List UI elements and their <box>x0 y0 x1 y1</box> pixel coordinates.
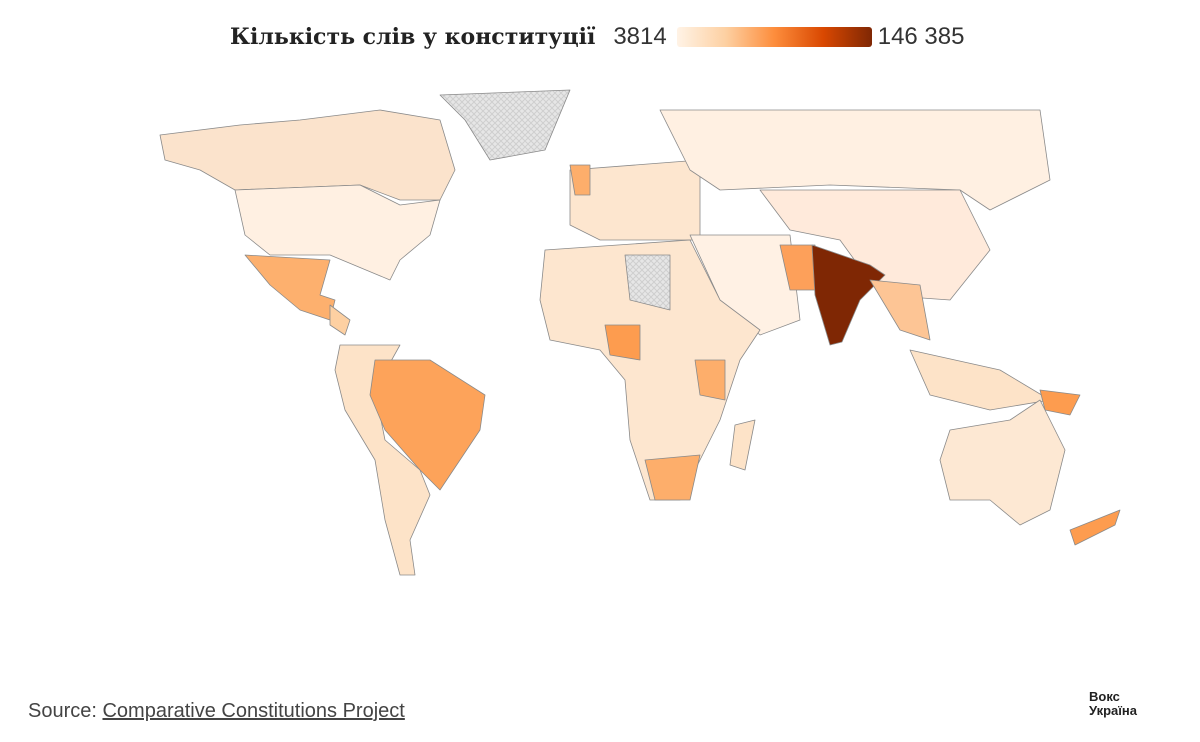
logo-line1: Вокс <box>1089 689 1120 704</box>
region-nigeria[interactable] <box>604 324 641 361</box>
region-usa[interactable] <box>234 184 441 281</box>
region-new-zealand[interactable] <box>1069 509 1121 546</box>
region-mexico[interactable] <box>244 254 336 321</box>
region-madagascar[interactable] <box>729 419 756 471</box>
region-brazil[interactable] <box>369 359 486 491</box>
region-uk[interactable] <box>569 164 591 196</box>
region-papua-new-guinea[interactable] <box>1039 389 1081 416</box>
vox-ukraine-logo: Вокс Україна <box>1089 690 1137 718</box>
region-australia[interactable] <box>939 399 1066 526</box>
world-choropleth-map <box>159 89 1121 576</box>
region-south-africa[interactable] <box>644 454 701 501</box>
source-link[interactable]: Comparative Constitutions Project <box>102 700 405 722</box>
color-legend: Кількість слів у конституції 3814 146 38… <box>230 22 964 52</box>
source-note: Source: Comparative Constitutions Projec… <box>28 700 405 723</box>
legend-max-label: 146 385 <box>877 23 965 50</box>
region-libya[interactable] <box>624 254 671 311</box>
region-southeast-asia[interactable] <box>869 279 931 341</box>
legend-min-label: 3814 <box>613 23 667 50</box>
region-greenland[interactable] <box>439 89 571 161</box>
legend-gradient-bar <box>676 27 872 47</box>
map-title: Кількість слів у конституції <box>230 24 596 50</box>
region-india[interactable] <box>811 244 886 346</box>
region-east-africa[interactable] <box>694 359 726 401</box>
region-canada[interactable] <box>159 109 456 201</box>
region-central-america[interactable] <box>329 304 351 336</box>
region-indonesia[interactable] <box>909 349 1051 411</box>
logo-line2: Україна <box>1089 703 1138 718</box>
source-prefix: Source: <box>28 700 103 722</box>
